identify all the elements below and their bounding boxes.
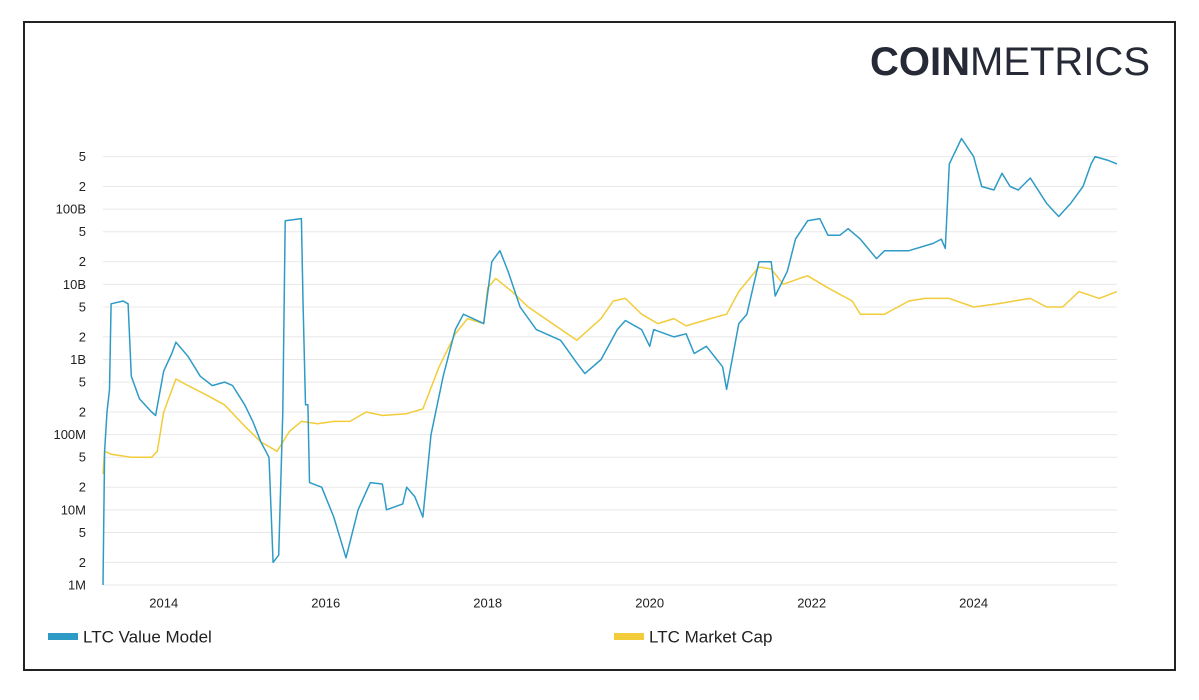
y-tick-label: 2 [79,480,86,495]
y-tick-label: 5 [79,224,86,239]
legend-swatch [48,633,78,640]
x-tick-label: 2018 [473,595,502,610]
brand-light: METRICS [970,40,1150,84]
y-tick-label: 100B [56,202,86,217]
y-tick-label: 1M [68,577,86,592]
y-tick-label: 2 [79,179,86,194]
legend-swatch [614,633,644,640]
y-tick-label: 5 [79,375,86,390]
series-line [102,137,1118,586]
y-tick-label: 10M [61,502,86,517]
x-tick-label: 2014 [149,595,178,610]
y-tick-label: 5 [79,149,86,164]
x-tick-label: 2024 [959,595,988,610]
y-tick-label: 10B [63,277,86,292]
series-line [102,266,1118,475]
y-tick-label: 5 [79,450,86,465]
y-tick-label: 2 [79,555,86,570]
y-tick-label: 2 [79,329,86,344]
frame [23,21,1176,671]
x-tick-label: 2016 [311,595,340,610]
y-tick-label: 1B [70,352,86,367]
brand-bold: COIN [870,40,970,84]
x-tick-label: 2020 [635,595,664,610]
legend-label: LTC Market Cap [649,627,772,646]
brand-logo: COINMETRICS [870,40,1150,84]
y-tick-label: 2 [79,404,86,419]
y-tick-label: 2 [79,254,86,269]
y-tick-label: 100M [53,427,86,442]
y-tick-label: 5 [79,525,86,540]
y-tick-label: 5 [79,299,86,314]
x-tick-label: 2022 [797,595,826,610]
legend-label: LTC Value Model [83,627,212,646]
